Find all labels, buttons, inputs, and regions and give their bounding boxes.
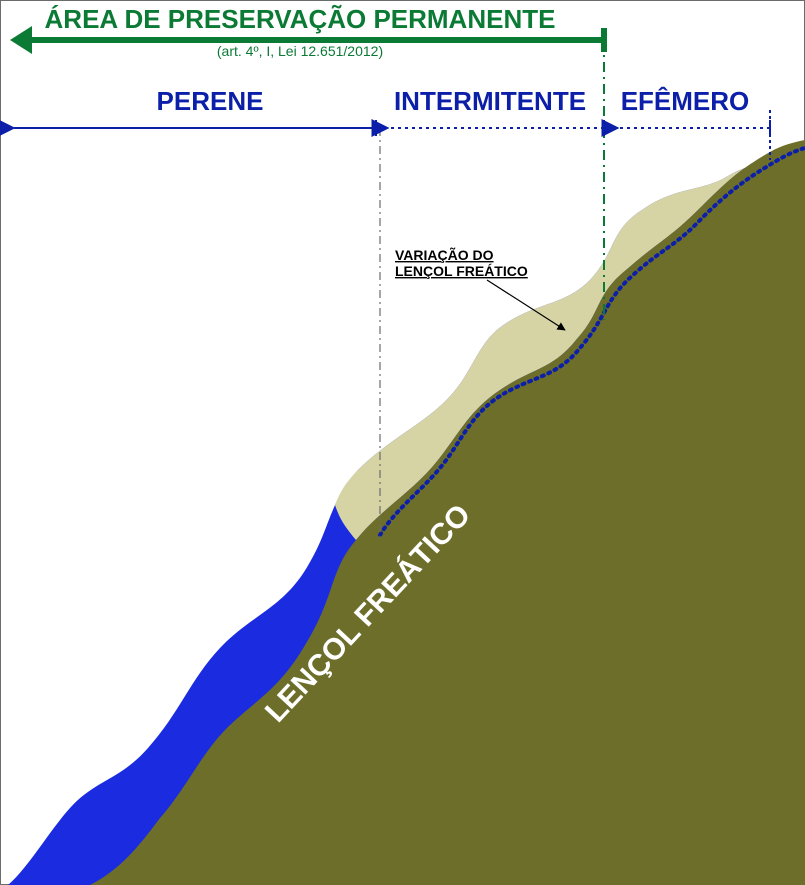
- zone-arrows: PERENE INTERMITENTE EFÊMERO: [14, 86, 770, 136]
- title-text: ÁREA DE PRESERVAÇÃO PERMANENTE: [45, 4, 556, 34]
- diagram-canvas: ÁREA DE PRESERVAÇÃO PERMANENTE (art. 4º,…: [0, 0, 805, 885]
- zone-label-perene: PERENE: [157, 86, 264, 116]
- variation-annotation-line2: LENÇOL FREÁTICO: [395, 263, 528, 279]
- subtitle-text: (art. 4º, I, Lei 12.651/2012): [217, 43, 383, 59]
- zone-label-efemero: EFÊMERO: [621, 86, 750, 116]
- zone-label-intermitente: INTERMITENTE: [394, 86, 586, 116]
- variation-annotation-line1: VARIAÇÃO DO: [395, 246, 494, 263]
